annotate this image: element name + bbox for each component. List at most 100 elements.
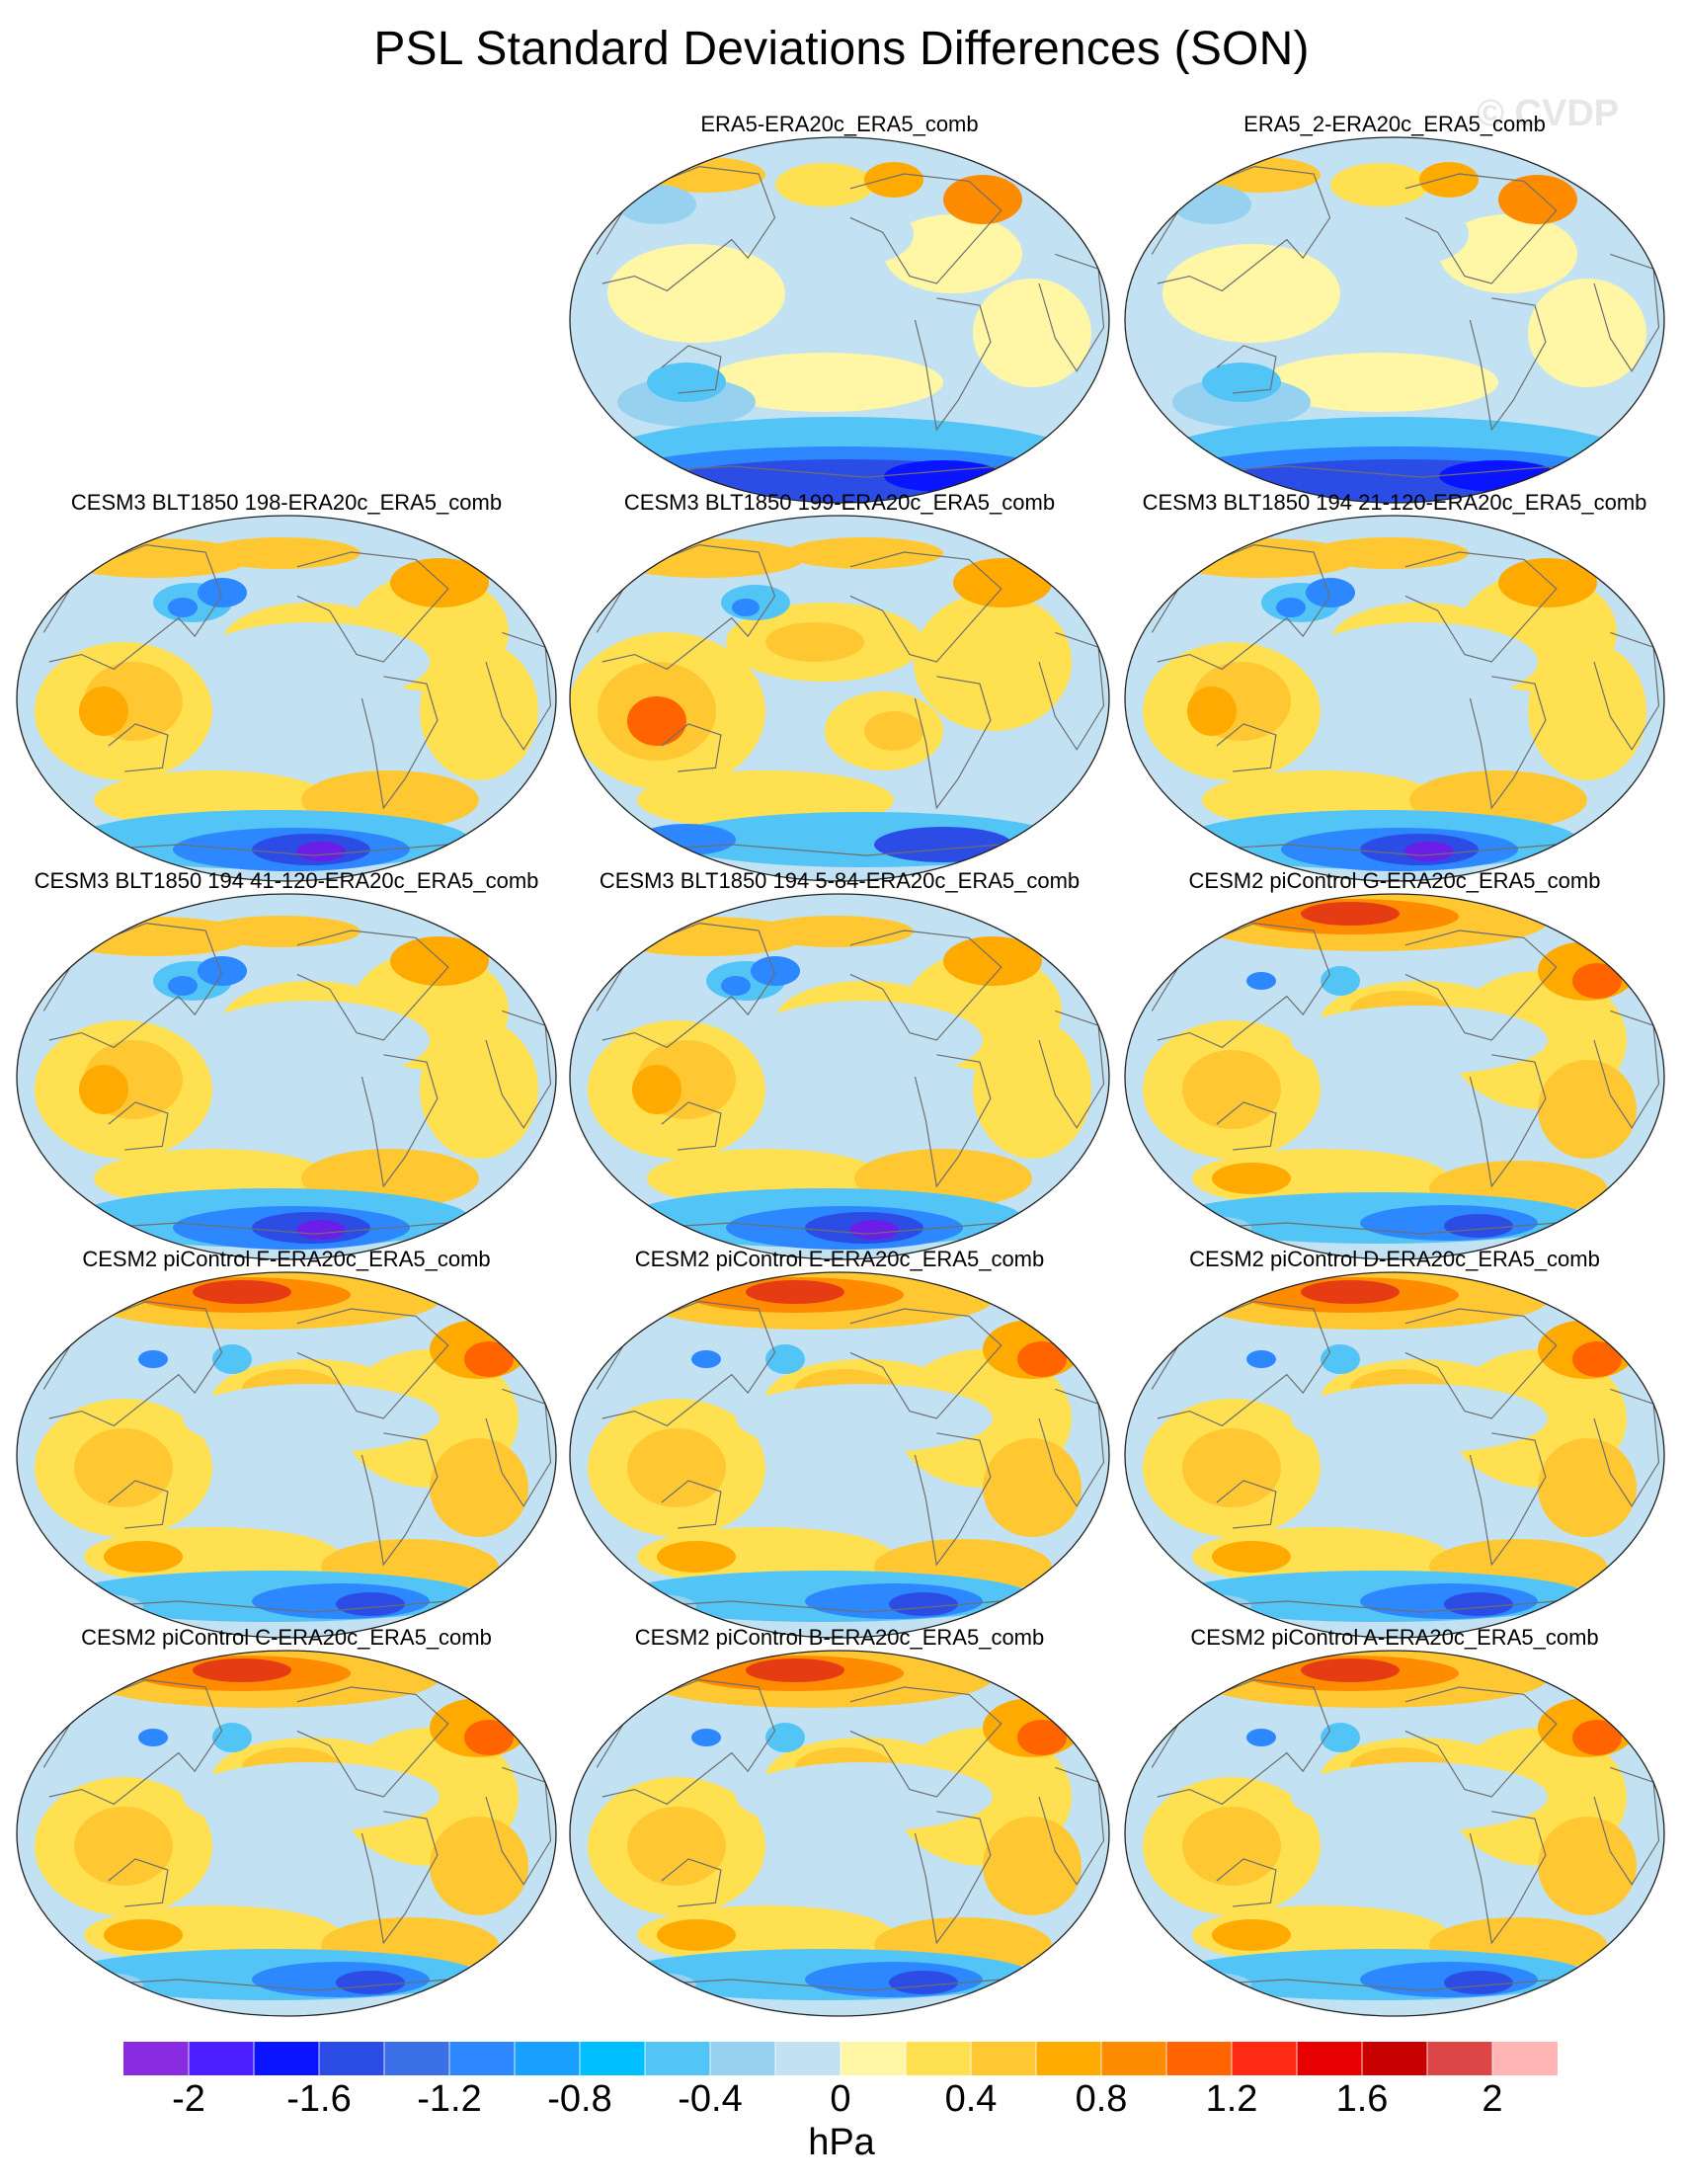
colorbar-box (1232, 2042, 1298, 2075)
coastline (361, 1811, 439, 1945)
colorbar-box (1492, 2042, 1558, 2075)
map-outline (16, 1271, 557, 1639)
coastline (1469, 1811, 1547, 1945)
colorbar (123, 2042, 1558, 2075)
contour-blob (1172, 1973, 1251, 1996)
contour-blob (914, 593, 1072, 731)
map-field (16, 893, 557, 1260)
contour-blob (1212, 1163, 1291, 1194)
contour-blob (756, 916, 914, 947)
contour-blob (464, 1341, 514, 1377)
panel-title: ERA5-ERA20c_ERA5_comb (700, 112, 979, 136)
contour-blob (691, 1729, 721, 1746)
coastline (1593, 1766, 1660, 1886)
contour-blob (1498, 558, 1597, 607)
coastline (1038, 1010, 1105, 1129)
colorbar-box (906, 2042, 972, 2075)
contour-blob (1321, 966, 1360, 996)
coastline (42, 543, 223, 671)
contour-blob (973, 1020, 1091, 1159)
contour-blob (1572, 1341, 1622, 1377)
coastline (1404, 930, 1558, 1041)
colorbar-box (189, 2042, 255, 2075)
panel-title: CESM2 piControl F-ERA20c_ERA5_comb (82, 1247, 491, 1271)
map-panel: CESM3 BLT1850 194 41-120-ERA20c_ERA5_com… (15, 868, 558, 1260)
coastline (1151, 922, 1331, 1049)
contour-blob (1172, 185, 1251, 224)
colorbar-box (1362, 2042, 1428, 2075)
coastline (296, 1686, 449, 1798)
panel-title: CESM3 BLT1850 194 41-120-ERA20c_ERA5_com… (34, 868, 539, 893)
map-field (1124, 515, 1665, 882)
map-panel: CESM3 BLT1850 198-ERA20c_ERA5_comb (15, 490, 558, 882)
coastline (849, 1686, 1002, 1798)
map-panel: CESM3 BLT1850 194 21-120-ERA20c_ERA5_com… (1123, 490, 1666, 882)
colorbar-box (841, 2042, 907, 2075)
coastline (1593, 253, 1660, 372)
colorbar-tick-label: -0.8 (547, 2078, 612, 2120)
coastline (296, 930, 449, 1041)
map-outline (16, 893, 557, 1260)
coastline (1038, 631, 1105, 751)
contour-blob (193, 1001, 430, 1080)
coastline (596, 1678, 776, 1806)
coastline (1151, 165, 1331, 292)
contour-blob (706, 353, 943, 412)
coastline (361, 1432, 439, 1567)
map-field (569, 136, 1110, 504)
map-field (1124, 1650, 1665, 2017)
coastline (1151, 543, 1331, 671)
contour-blob (1528, 279, 1646, 387)
contour-blob (79, 687, 128, 736)
coastline (1038, 253, 1105, 372)
map-field (569, 1271, 1110, 1639)
contour-blob (732, 599, 760, 616)
contour-blob (884, 214, 1022, 293)
contour-blob (721, 976, 751, 996)
colorbar-box (384, 2042, 450, 2075)
contour-blob (64, 1973, 143, 1996)
contour-blob (183, 1384, 440, 1453)
contour-blob (1017, 1720, 1067, 1755)
colorbar-box (775, 2042, 842, 2075)
contour-blob (1419, 162, 1479, 198)
contour-blob (1301, 1658, 1400, 1682)
map-field (16, 1650, 557, 2017)
map-panel: CESM3 BLT1850 194 5-84-ERA20c_ERA5_comb (568, 868, 1111, 1260)
coastline (361, 676, 439, 810)
contour-blob (198, 956, 247, 986)
contour-blob (953, 558, 1052, 607)
contour-blob (1172, 1594, 1251, 1618)
coastline (485, 1388, 552, 1507)
coastline (108, 1858, 169, 1907)
coastline (1216, 345, 1277, 394)
coastline (596, 543, 776, 671)
colorbar-box (515, 2042, 581, 2075)
colorbar-tick-label: 0.8 (1075, 2078, 1128, 2120)
coastline (849, 173, 1002, 284)
contour-blob (943, 936, 1042, 986)
contour-blob (1276, 598, 1306, 617)
contour-blob (637, 824, 736, 855)
contour-blob (1538, 1817, 1637, 1915)
coastline (914, 297, 992, 432)
coastline (596, 1300, 776, 1427)
contour-blob (430, 1438, 528, 1537)
panel-title: CESM2 piControl B-ERA20c_ERA5_comb (634, 1625, 1045, 1650)
coastline (596, 165, 776, 292)
coastline (485, 1766, 552, 1886)
colorbar-box (254, 2042, 320, 2075)
contour-blob (1306, 578, 1355, 607)
contour-blob (627, 1807, 726, 1886)
contour-blob (1301, 1280, 1400, 1304)
contour-blob (889, 1592, 958, 1616)
contour-blob (607, 244, 785, 343)
map-outline (569, 893, 1110, 1260)
colorbar-tick-label: -1.6 (286, 2078, 352, 2120)
colorbar-box (1166, 2042, 1233, 2075)
coastline (1404, 1686, 1558, 1798)
coastline (914, 1054, 992, 1188)
contour-blob (943, 175, 1022, 224)
coastline (661, 1101, 722, 1151)
coastline (42, 922, 223, 1049)
